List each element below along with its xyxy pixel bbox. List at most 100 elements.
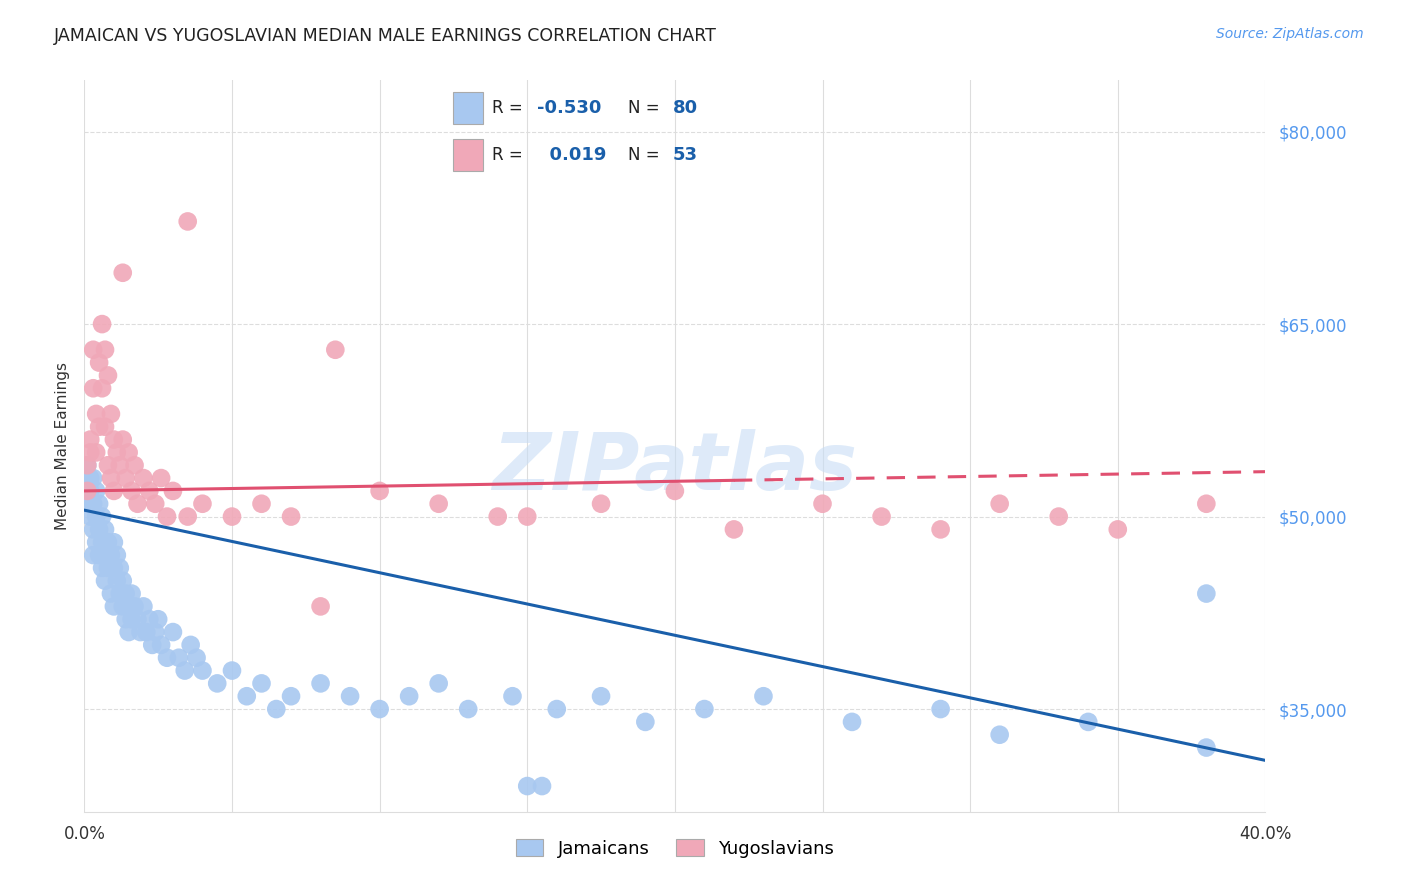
Point xyxy=(82,523,104,537)
Point xyxy=(266,702,288,716)
Point xyxy=(1077,714,1099,729)
Point xyxy=(752,690,775,704)
Point xyxy=(1047,509,1070,524)
Point xyxy=(103,433,125,447)
Point xyxy=(94,548,117,562)
Point xyxy=(111,433,134,447)
Point xyxy=(76,458,98,473)
Text: N =: N = xyxy=(628,146,665,164)
Text: 80: 80 xyxy=(672,99,697,117)
Point xyxy=(177,509,200,524)
Text: R =: R = xyxy=(492,99,529,117)
Point xyxy=(150,471,173,485)
Point xyxy=(186,650,208,665)
Point xyxy=(114,471,136,485)
Point xyxy=(398,690,420,704)
Point xyxy=(118,599,141,614)
Point xyxy=(531,779,554,793)
Point xyxy=(97,535,120,549)
Point xyxy=(148,612,170,626)
Point xyxy=(988,497,1011,511)
Point xyxy=(162,483,184,498)
Text: N =: N = xyxy=(628,99,665,117)
Point xyxy=(280,690,302,704)
Point xyxy=(79,471,101,485)
Point xyxy=(250,497,273,511)
Point xyxy=(427,497,450,511)
Text: Source: ZipAtlas.com: Source: ZipAtlas.com xyxy=(1216,27,1364,41)
Point xyxy=(100,471,122,485)
Point xyxy=(105,445,128,459)
Point xyxy=(546,702,568,716)
Point xyxy=(173,664,195,678)
Point xyxy=(929,523,952,537)
Point xyxy=(84,535,107,549)
Point xyxy=(114,586,136,600)
Point xyxy=(100,548,122,562)
Point xyxy=(180,638,202,652)
Point xyxy=(79,445,101,459)
Point xyxy=(591,690,613,704)
Point xyxy=(103,599,125,614)
Point xyxy=(368,483,391,498)
Point xyxy=(634,714,657,729)
Point xyxy=(82,497,104,511)
Point xyxy=(108,561,131,575)
Point xyxy=(82,548,104,562)
Point xyxy=(82,471,104,485)
Point xyxy=(143,497,166,511)
Point xyxy=(127,497,149,511)
Point xyxy=(143,625,166,640)
Point xyxy=(138,483,160,498)
Point xyxy=(1195,740,1218,755)
Point xyxy=(127,612,149,626)
Point xyxy=(516,779,538,793)
Point xyxy=(84,509,107,524)
Point xyxy=(76,497,98,511)
Point xyxy=(221,509,243,524)
Point xyxy=(280,509,302,524)
Point xyxy=(111,599,134,614)
Point xyxy=(132,471,155,485)
Point xyxy=(79,509,101,524)
Point xyxy=(1195,586,1218,600)
Point xyxy=(167,650,190,665)
Point xyxy=(191,664,214,678)
Point xyxy=(94,523,117,537)
Point xyxy=(91,317,114,331)
Point xyxy=(94,419,117,434)
Point xyxy=(103,535,125,549)
Point xyxy=(103,561,125,575)
Point xyxy=(988,728,1011,742)
Point xyxy=(121,483,143,498)
Point xyxy=(141,638,163,652)
Point xyxy=(486,509,509,524)
Point xyxy=(111,266,134,280)
Point xyxy=(135,625,157,640)
Point xyxy=(156,650,179,665)
Point xyxy=(105,574,128,588)
Point xyxy=(162,625,184,640)
Point xyxy=(929,702,952,716)
Point xyxy=(132,599,155,614)
Point xyxy=(368,702,391,716)
Point xyxy=(97,368,120,383)
Point xyxy=(82,343,104,357)
Text: 53: 53 xyxy=(672,146,697,164)
Text: 0.019: 0.019 xyxy=(537,146,606,164)
Bar xyxy=(453,92,482,124)
Point xyxy=(236,690,259,704)
Point xyxy=(156,509,179,524)
Point xyxy=(309,599,332,614)
Point xyxy=(591,497,613,511)
Point xyxy=(841,714,863,729)
Text: JAMAICAN VS YUGOSLAVIAN MEDIAN MALE EARNINGS CORRELATION CHART: JAMAICAN VS YUGOSLAVIAN MEDIAN MALE EARN… xyxy=(53,27,716,45)
Point xyxy=(87,548,111,562)
Point xyxy=(250,676,273,690)
Point xyxy=(76,483,98,498)
Point xyxy=(84,445,107,459)
Legend: Jamaicans, Yugoslavians: Jamaicans, Yugoslavians xyxy=(509,832,841,865)
Point xyxy=(79,483,101,498)
Point xyxy=(87,355,111,369)
Point xyxy=(87,419,111,434)
